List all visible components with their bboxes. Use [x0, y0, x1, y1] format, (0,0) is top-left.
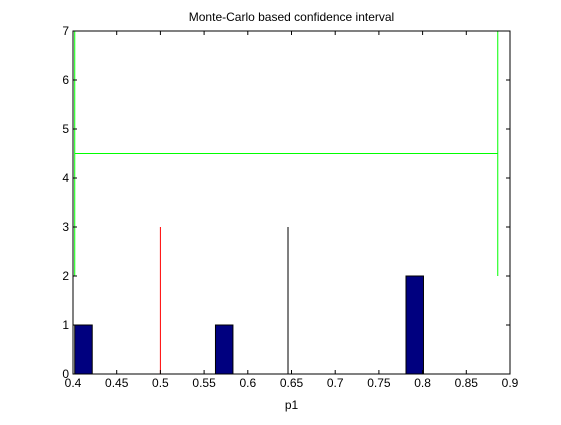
x-tick-label: 0.4 — [65, 376, 82, 390]
y-tick-label: 5 — [62, 122, 69, 136]
y-tick-label: 4 — [62, 171, 69, 185]
plot-area — [73, 31, 510, 374]
histogram-bar-3 — [405, 275, 424, 375]
x-tick-label: 0.6 — [239, 376, 256, 390]
x-tick-label: 0.5 — [152, 376, 169, 390]
x-tick-label: 0.8 — [414, 376, 431, 390]
histogram-bar-1 — [74, 324, 93, 375]
x-axis-label: p1 — [285, 398, 299, 412]
x-tick-label: 0.9 — [502, 376, 519, 390]
x-tick-label: 0.55 — [192, 376, 216, 390]
marks-group — [74, 31, 499, 375]
histogram-bar-2 — [214, 324, 234, 375]
x-tick-label: 0.85 — [455, 376, 479, 390]
y-tick-label: 2 — [62, 269, 69, 283]
chart-title: Monte-Carlo based confidence interval — [189, 10, 394, 24]
y-tick-label: 0 — [62, 367, 69, 381]
y-tick-label: 6 — [62, 73, 69, 87]
x-tick-label: 0.7 — [327, 376, 344, 390]
y-axis: 0 1 2 3 4 5 6 7 — [62, 24, 510, 381]
y-tick-label: 1 — [62, 318, 69, 332]
x-tick-label: 0.65 — [280, 376, 304, 390]
x-tick-label: 0.45 — [105, 376, 129, 390]
x-tick-label: 0.75 — [367, 376, 391, 390]
y-tick-label: 3 — [62, 220, 69, 234]
y-tick-label: 7 — [62, 24, 69, 38]
x-axis: 0.4 0.45 0.5 0.55 0.6 0.65 0.7 0.75 0.8 0.85 0.9 — [65, 31, 519, 390]
